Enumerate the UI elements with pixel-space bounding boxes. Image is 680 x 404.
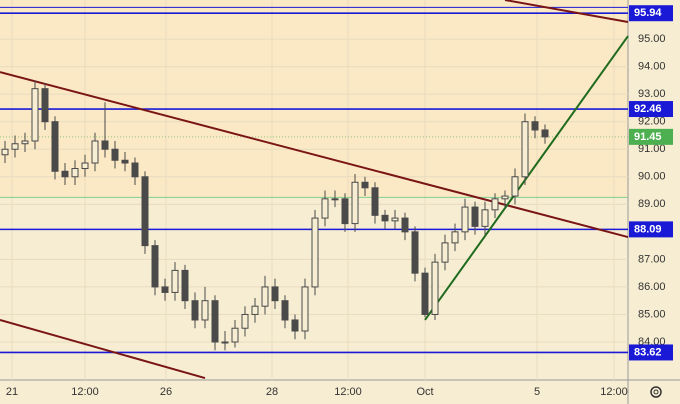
x-tick-label: 26 — [160, 386, 172, 398]
candle-body — [451, 231, 459, 244]
candle-body — [231, 327, 239, 343]
candle-body — [281, 300, 289, 321]
trend-line — [0, 71, 629, 239]
price-tag-label: 92.46 — [634, 103, 662, 115]
candle-body — [291, 319, 299, 332]
y-tick-label: 91.00 — [638, 143, 666, 155]
trend-line — [424, 35, 629, 321]
candle-body — [371, 187, 379, 216]
x-tick-label: 28 — [266, 386, 278, 398]
candle-body — [441, 242, 449, 263]
candle-body — [121, 159, 129, 164]
price-tag-label: 95.94 — [634, 7, 662, 19]
candle-body — [421, 272, 429, 315]
candle-body — [151, 245, 159, 288]
trend-line — [504, 0, 629, 24]
candle-body — [191, 300, 199, 321]
candle-body — [381, 214, 389, 222]
candle-body — [31, 88, 39, 142]
candle-body — [21, 140, 29, 145]
candle-body — [511, 176, 519, 197]
candle-body — [181, 269, 189, 302]
price-tag-label: 91.45 — [634, 131, 662, 143]
x-tick-label: 12:00 — [71, 386, 99, 398]
x-tick-label: 12:00 — [334, 386, 362, 398]
candle-body — [471, 206, 479, 227]
candle-body — [251, 305, 259, 315]
price-tag — [629, 101, 673, 118]
candle-body — [211, 300, 219, 343]
candle-body — [521, 121, 529, 178]
candle-body — [141, 176, 149, 247]
candle-body — [401, 217, 409, 233]
candle-body — [81, 162, 89, 170]
y-tick-label: 90.00 — [638, 171, 666, 183]
y-tick-label: 94.00 — [638, 61, 666, 73]
candle-body — [101, 140, 109, 150]
y-tick-label: 85.00 — [638, 308, 666, 320]
y-tick-label: 93.00 — [638, 88, 666, 100]
price-tag — [629, 5, 673, 22]
candle-body — [11, 143, 19, 150]
candle-body — [301, 286, 309, 332]
price-tag — [629, 221, 673, 238]
candle-body — [361, 181, 369, 189]
candle-body — [1, 148, 9, 156]
candle-body — [71, 168, 79, 178]
candle-body — [311, 217, 319, 288]
candle-body — [321, 198, 329, 219]
candle-body — [501, 195, 509, 200]
candle-body — [91, 140, 99, 164]
price-tag — [629, 128, 673, 145]
candle-body — [51, 121, 59, 172]
candle-body — [61, 170, 69, 178]
x-tick-label: Oct — [416, 386, 433, 398]
y-tick-label: 92.00 — [638, 116, 666, 128]
candle-body — [541, 129, 549, 138]
y-tick-label: 95.00 — [638, 33, 666, 45]
candle-body — [461, 206, 469, 233]
candle-body — [341, 198, 349, 225]
candle-body — [351, 181, 359, 225]
y-tick-label: 86.00 — [638, 281, 666, 293]
y-tick-label: 89.00 — [638, 198, 666, 210]
candle-body — [271, 286, 279, 302]
settings-icon[interactable] — [650, 386, 662, 398]
candle-body — [161, 286, 169, 293]
gear[interactable] — [650, 386, 662, 398]
trend-line — [0, 319, 206, 380]
y-tick-label: 87.00 — [638, 253, 666, 265]
candle-body — [201, 300, 209, 321]
price-tag-label: 88.09 — [634, 223, 662, 235]
candle-body — [431, 261, 439, 315]
candle-body — [131, 162, 139, 178]
x-tick-label: 21 — [6, 386, 18, 398]
x-tick-label: 12:00 — [600, 386, 628, 398]
candle-body — [261, 286, 269, 307]
candle-body — [41, 88, 49, 123]
candle-body — [331, 198, 339, 201]
x-tick-label: 5 — [534, 386, 540, 398]
candle-body — [241, 313, 249, 329]
gear-hub[interactable] — [653, 389, 659, 395]
price-tag-label: 83.62 — [634, 346, 662, 358]
candle-body — [391, 217, 399, 222]
price-tag — [629, 344, 673, 361]
candle-body — [411, 231, 419, 274]
candle-body — [221, 341, 229, 344]
candle-body — [491, 198, 499, 211]
candle-body — [171, 269, 179, 293]
candle-body — [111, 148, 119, 161]
candle-body — [481, 209, 489, 227]
candle-body — [531, 121, 539, 131]
